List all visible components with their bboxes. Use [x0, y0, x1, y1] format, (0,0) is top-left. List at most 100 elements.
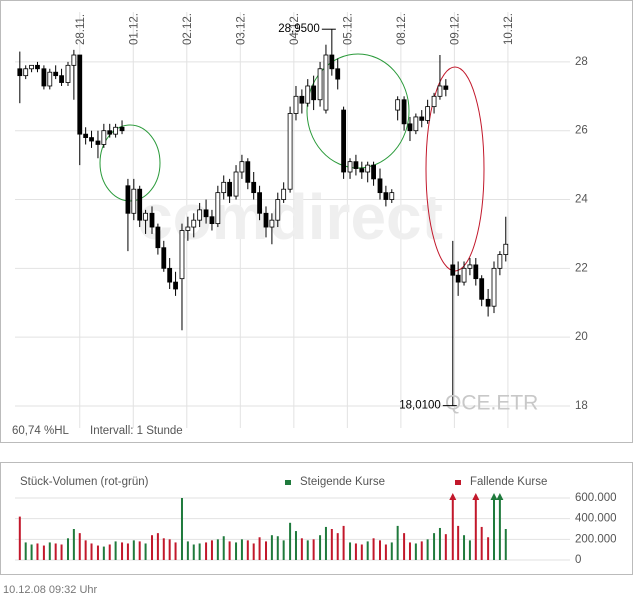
- candle-body: [407, 123, 413, 132]
- volume-bar: [270, 535, 273, 560]
- candle-body: [161, 247, 167, 269]
- candle-body: [389, 192, 395, 200]
- volume-bar: [90, 543, 93, 560]
- candle-body: [83, 133, 89, 138]
- candle-body: [17, 68, 23, 77]
- x-tick-label: 09.12.: [449, 13, 461, 45]
- x-tick-label: 10.12.: [503, 13, 515, 45]
- volume-bar: [451, 495, 454, 560]
- interval-info: Intervall: 1 Stunde: [90, 425, 183, 437]
- volume-bar: [463, 535, 466, 560]
- candle-body: [353, 161, 359, 169]
- candle-body: [281, 188, 287, 200]
- candle-body: [179, 230, 185, 280]
- volume-bar: [36, 543, 39, 560]
- candle-body: [197, 209, 203, 221]
- y-tick-label: 20: [575, 331, 588, 343]
- x-tick-label: 05.12.: [342, 13, 354, 45]
- legend-label: Fallende Kurse: [470, 476, 547, 488]
- volume-bar: [384, 544, 387, 560]
- x-tick-label: 03.12.: [235, 13, 247, 45]
- candle-body: [233, 171, 239, 197]
- volume-bar: [102, 546, 105, 560]
- volume-bar: [480, 526, 483, 560]
- candle-body: [155, 226, 161, 249]
- volume-bar: [294, 531, 297, 560]
- volume-bar: [121, 542, 124, 560]
- candle-body: [53, 71, 59, 77]
- volume-bar: [78, 533, 81, 560]
- volume-bar: [96, 545, 99, 560]
- candle-body: [59, 75, 64, 83]
- footer: 10.12.08 09:32 Uhr: [3, 584, 98, 596]
- candle-body: [143, 212, 148, 221]
- volume-bar: [60, 544, 63, 560]
- volume-bar: [205, 542, 208, 560]
- candle-body: [215, 192, 221, 225]
- candle-body: [125, 185, 131, 214]
- candle-body: [299, 95, 305, 104]
- volume-bar: [186, 541, 189, 560]
- volume-bars: [15, 493, 570, 561]
- x-tick-label: 28.11.: [75, 14, 87, 45]
- candle-body: [365, 164, 371, 173]
- candle-body: [323, 54, 329, 111]
- candle-body: [239, 161, 245, 173]
- legend-label: Steigende Kurse: [300, 476, 385, 488]
- volume-bar: [84, 540, 87, 560]
- candle-body: [503, 243, 509, 255]
- volume-bar: [324, 526, 327, 560]
- candle-body: [347, 161, 353, 173]
- volume-bar: [66, 538, 69, 560]
- candle-body: [461, 267, 467, 283]
- volume-bar: [403, 533, 406, 560]
- volume-bar: [366, 541, 369, 560]
- candle-body: [443, 85, 449, 90]
- overflow-arrow: [472, 493, 480, 500]
- volume-bar: [312, 539, 315, 560]
- candle-body: [95, 140, 101, 145]
- candle-body: [413, 116, 419, 132]
- candle-body: [119, 126, 125, 132]
- y-tick-label: 22: [575, 262, 588, 274]
- candle-body: [419, 116, 425, 121]
- candle-body: [227, 181, 233, 197]
- candle-body: [450, 264, 456, 276]
- candle-body: [107, 130, 113, 135]
- volume-bar: [474, 495, 477, 560]
- volume-bar: [235, 542, 238, 560]
- volume-bar: [252, 543, 255, 560]
- candle-body: [311, 85, 317, 101]
- volume-bar: [258, 537, 261, 560]
- volume-bar: [18, 516, 21, 560]
- y-tick-label: 200.000: [575, 533, 617, 545]
- volume-bar: [114, 541, 117, 560]
- volume-bar: [457, 525, 460, 560]
- volume-bar: [319, 535, 322, 560]
- y-tick-label: 0: [575, 554, 581, 566]
- y-tick-label: 18: [575, 400, 588, 412]
- candle-body: [191, 219, 197, 228]
- candle-body: [275, 199, 281, 221]
- volume-bar: [504, 529, 507, 560]
- candle-body: [203, 209, 209, 218]
- overflow-arrow: [496, 493, 504, 500]
- volume-bar: [228, 541, 231, 560]
- legend-swatch: [285, 480, 291, 485]
- volume-bar: [444, 534, 447, 560]
- y-tick-label: 28: [575, 56, 588, 68]
- candle-body: [23, 68, 29, 77]
- candle-body: [329, 54, 335, 70]
- candle-body: [317, 68, 323, 101]
- volume-bar: [354, 543, 357, 560]
- volume-bar: [240, 539, 243, 560]
- x-tick-label: 08.12.: [396, 13, 408, 45]
- candle-body: [209, 216, 215, 225]
- candle-body: [377, 178, 383, 194]
- volume-bar: [132, 540, 135, 560]
- candle-body: [485, 298, 491, 307]
- candle-body: [137, 188, 143, 221]
- candle-body: [437, 85, 443, 97]
- volume-bar: [108, 544, 111, 560]
